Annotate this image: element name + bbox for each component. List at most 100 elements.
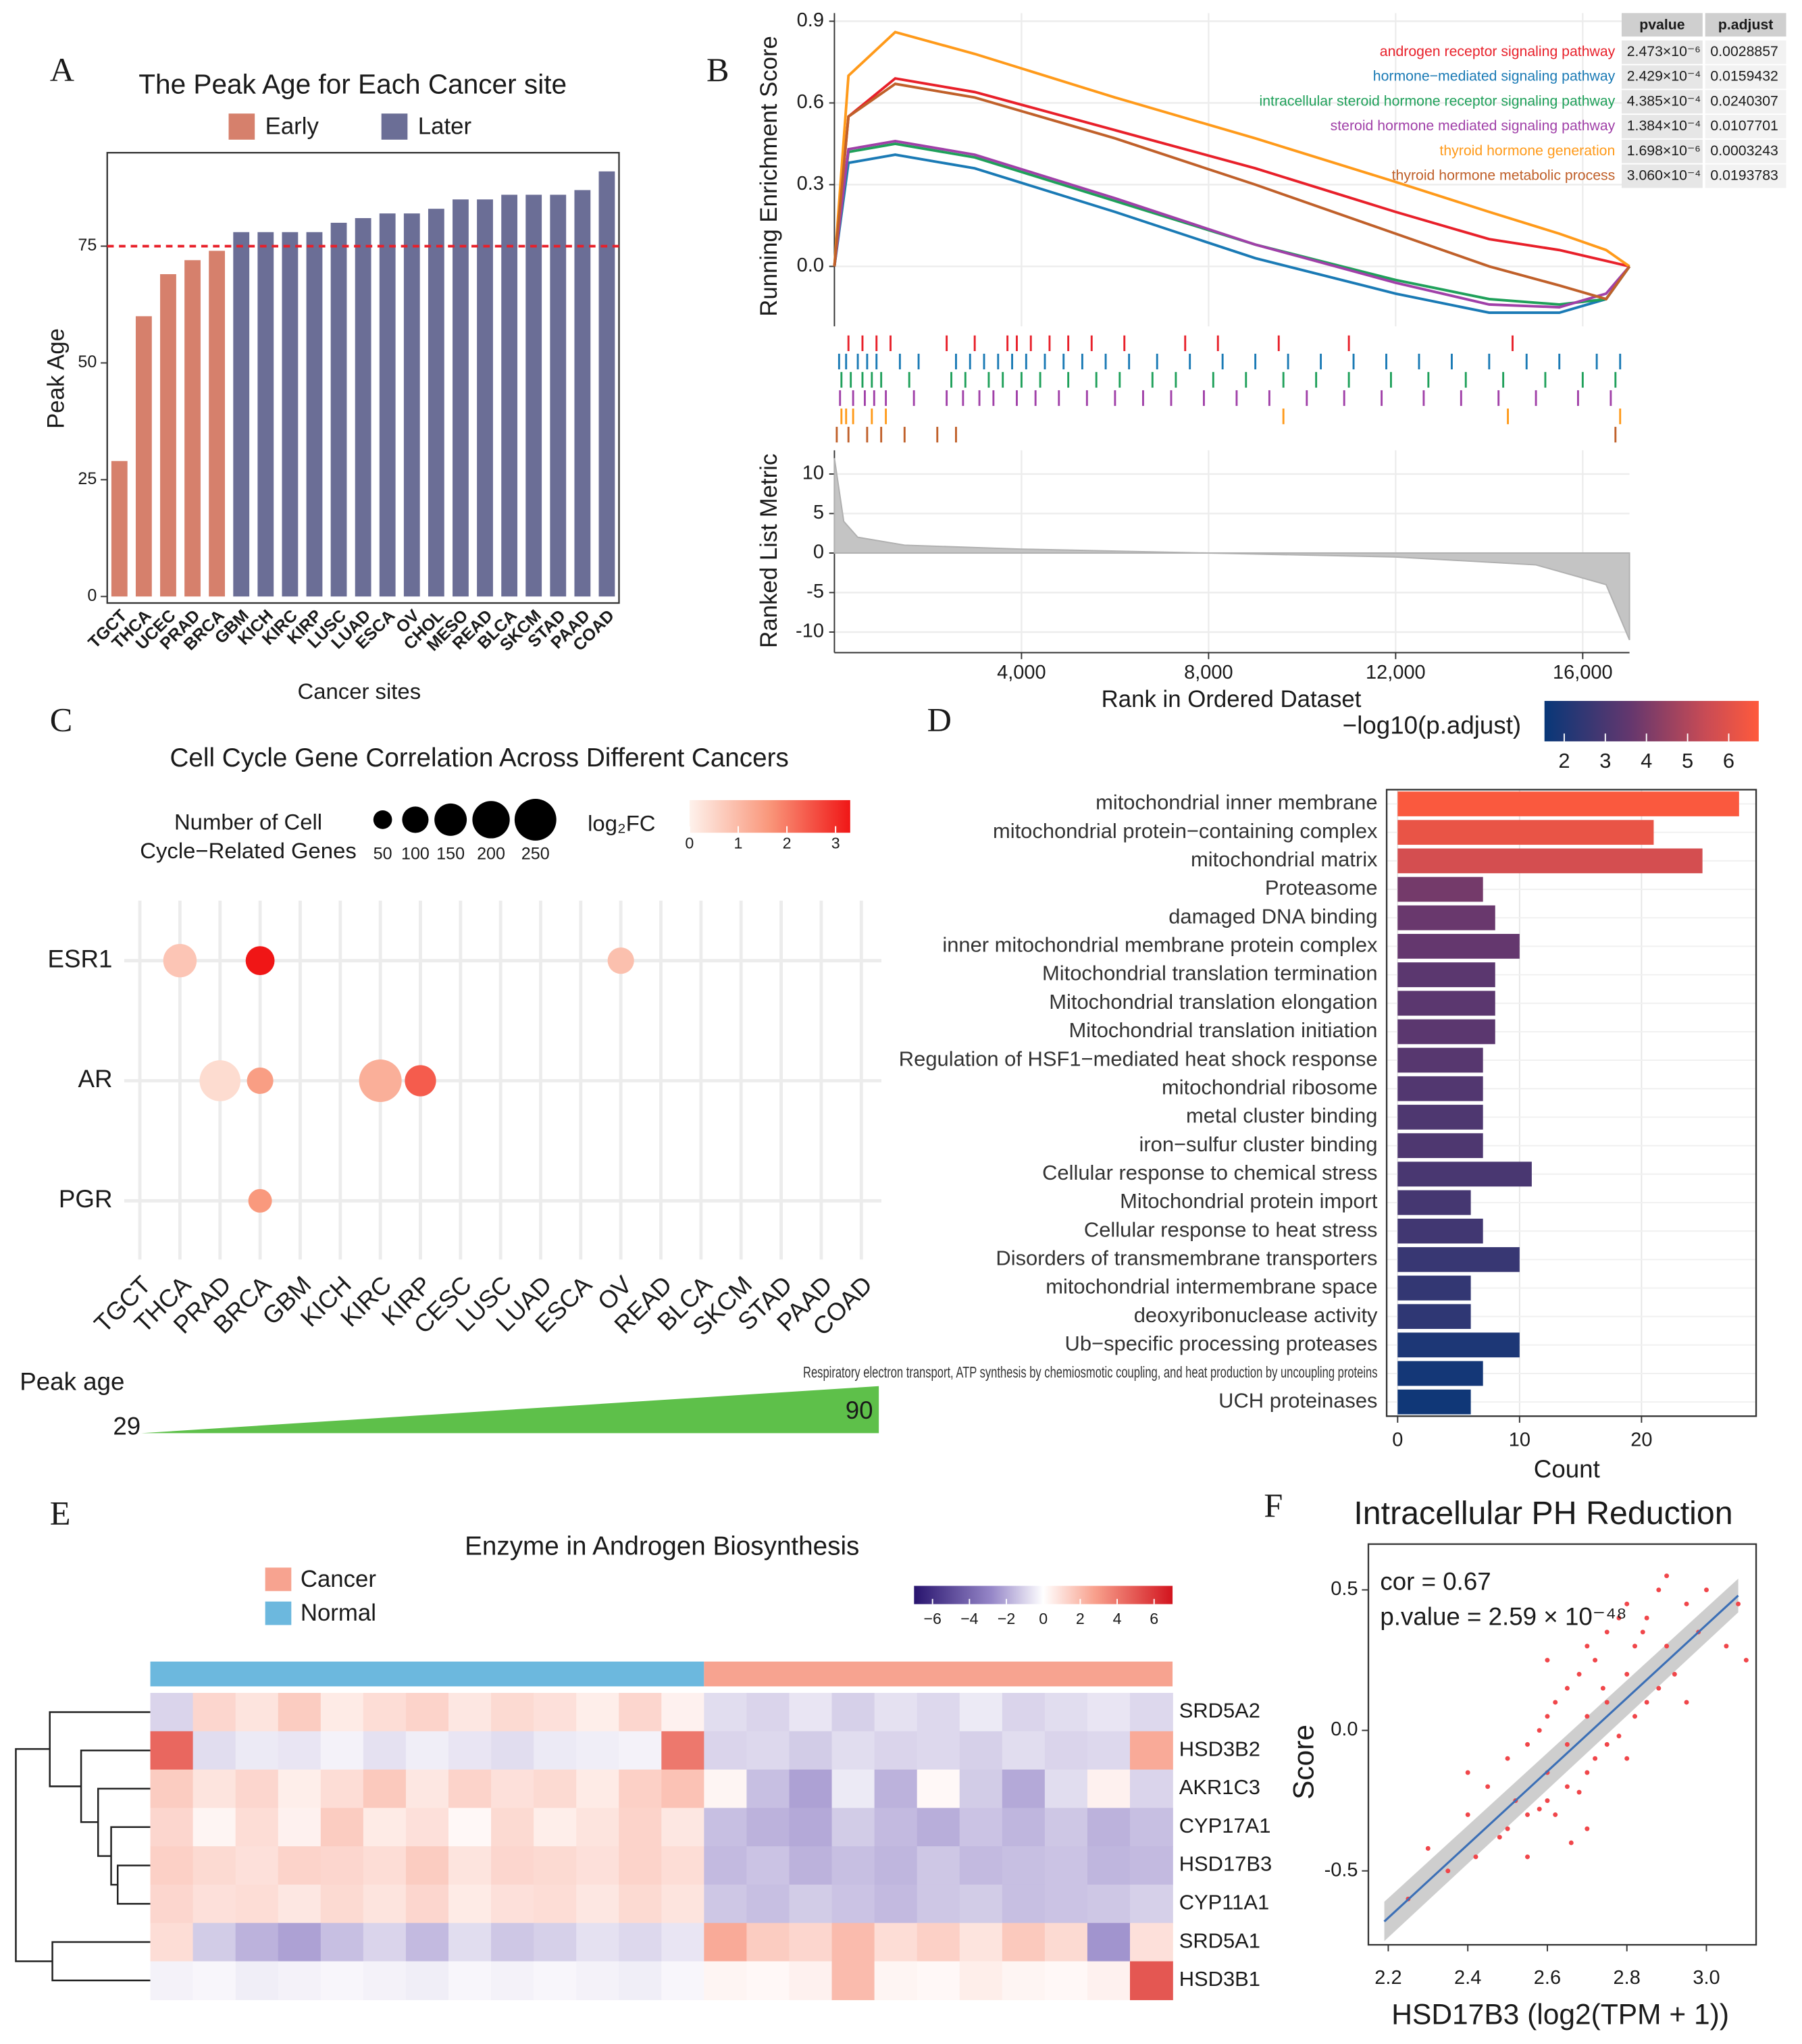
- bar: [550, 194, 567, 597]
- table-cell-bg: [1621, 90, 1703, 114]
- bar: [282, 232, 299, 597]
- heatmap-cell: [831, 1808, 875, 1847]
- table-header: pvalue: [1639, 16, 1685, 32]
- legend-label: Cancer: [301, 1567, 376, 1592]
- x-axis-label: Rank in Ordered Dataset: [1102, 687, 1362, 712]
- bar: [453, 199, 469, 597]
- legend-label: hormone−mediated signaling pathway: [1373, 68, 1616, 84]
- heatmap-cell: [704, 1693, 748, 1732]
- point: [1644, 1615, 1649, 1621]
- point: [1656, 1685, 1662, 1691]
- heatmap-cell: [959, 1961, 1003, 2001]
- point: [1485, 1784, 1491, 1789]
- heatmap-cell: [363, 1731, 407, 1771]
- heatmap-cell: [959, 1693, 1003, 1732]
- heatmap-cell: [746, 1846, 790, 1885]
- pvalue: 2.473×10⁻⁶: [1627, 43, 1701, 59]
- heatmap-cell: [831, 1846, 875, 1885]
- heatmap-cell: [448, 1846, 492, 1885]
- bar: [209, 251, 226, 597]
- pvalue: 4.385×10⁻⁴: [1627, 93, 1701, 109]
- table-cell-bg: [1705, 139, 1786, 163]
- point: [1525, 1854, 1530, 1860]
- y-axis-label: Peak Age: [44, 328, 70, 429]
- point: [1525, 1741, 1530, 1747]
- table-cell-bg: [1621, 139, 1703, 163]
- x-tick-label: 12,000: [1366, 662, 1426, 683]
- heatmap-cell: [619, 1769, 663, 1809]
- heatmap-cell: [746, 1808, 790, 1847]
- point: [1525, 1812, 1530, 1817]
- heatmap-cell: [576, 1808, 620, 1847]
- y-tick-label: 0.0: [1331, 1719, 1358, 1740]
- heatmap-cell: [619, 1922, 663, 1962]
- heatmap-cell: [789, 1731, 833, 1771]
- y-tick-label: 0.0: [797, 255, 824, 276]
- colorbar-label: 0: [1039, 1610, 1048, 1627]
- y-tick-label: -10: [796, 621, 824, 642]
- heatmap-cell: [534, 1961, 577, 2001]
- colorbar-label: 2: [1076, 1610, 1085, 1627]
- colorbar-label: 3: [1599, 749, 1611, 772]
- point: [1545, 1798, 1550, 1804]
- heatmap-cell: [917, 1961, 960, 2001]
- x-tick-label: 10: [1509, 1430, 1530, 1451]
- bar: [379, 213, 396, 597]
- legend-bubble: [373, 810, 392, 829]
- heatmap-cell: [491, 1769, 534, 1809]
- heatmap-cell: [1044, 1693, 1088, 1732]
- y-tick-label: ESR1: [48, 945, 113, 972]
- colorbar-label: 0: [685, 835, 694, 852]
- point: [1632, 1714, 1637, 1719]
- colorbar-label: −4: [960, 1610, 979, 1627]
- heatmap-cell: [405, 1808, 449, 1847]
- heatmap-cell: [1087, 1808, 1131, 1847]
- heatmap-cell: [192, 1769, 236, 1809]
- y-tick-label: mitochondrial ribosome: [1162, 1075, 1378, 1099]
- heatmap-cell: [704, 1961, 748, 2001]
- bar: [135, 316, 152, 597]
- heatmap-cell: [150, 1731, 194, 1771]
- bubble: [247, 1067, 274, 1095]
- heatmap-cell: [959, 1731, 1003, 1771]
- bar: [1397, 1190, 1471, 1215]
- point: [1445, 1868, 1451, 1874]
- point: [1505, 1756, 1510, 1761]
- row-label: SRD5A1: [1179, 1929, 1260, 1952]
- heatmap-cell: [874, 1731, 918, 1771]
- heatmap-cell: [192, 1693, 236, 1732]
- chart-title: Enzyme in Androgen Biosynthesis: [465, 1532, 859, 1561]
- colorbar-label: 4: [1113, 1610, 1122, 1627]
- heatmap-cell: [192, 1922, 236, 1962]
- heatmap-cell: [235, 1961, 279, 2001]
- point: [1632, 1644, 1637, 1649]
- heatmap-cell: [363, 1693, 407, 1732]
- colorbar-label: 5: [1682, 749, 1693, 772]
- point: [1564, 1784, 1570, 1789]
- heatmap-cell: [661, 1922, 705, 1962]
- heatmap-cell: [491, 1884, 534, 1924]
- bar: [1397, 1247, 1520, 1272]
- point: [1585, 1770, 1590, 1775]
- table-header-bg: [1705, 13, 1786, 37]
- bar: [1397, 1276, 1471, 1301]
- heatmap-cell: [746, 1961, 790, 2001]
- heatmap-cell: [619, 1731, 663, 1771]
- heatmap-cell: [491, 1922, 534, 1962]
- legend-swatch: [265, 1567, 292, 1592]
- heatmap-cell: [1129, 1884, 1173, 1924]
- peak-age-min: 29: [113, 1412, 140, 1440]
- chart-title: Cell Cycle Gene Correlation Across Diffe…: [170, 743, 789, 772]
- heatmap-cell: [235, 1731, 279, 1771]
- x-tick-label: 0: [1392, 1430, 1403, 1451]
- table-cell-bg: [1705, 40, 1786, 64]
- y-tick-label: 0.5: [1331, 1578, 1358, 1600]
- heatmap-cell: [150, 1693, 194, 1732]
- heatmap-cell: [831, 1884, 875, 1924]
- bar: [111, 461, 128, 597]
- heatmap-cell: [576, 1922, 620, 1962]
- point: [1640, 1629, 1645, 1635]
- heatmap-cell: [405, 1961, 449, 2001]
